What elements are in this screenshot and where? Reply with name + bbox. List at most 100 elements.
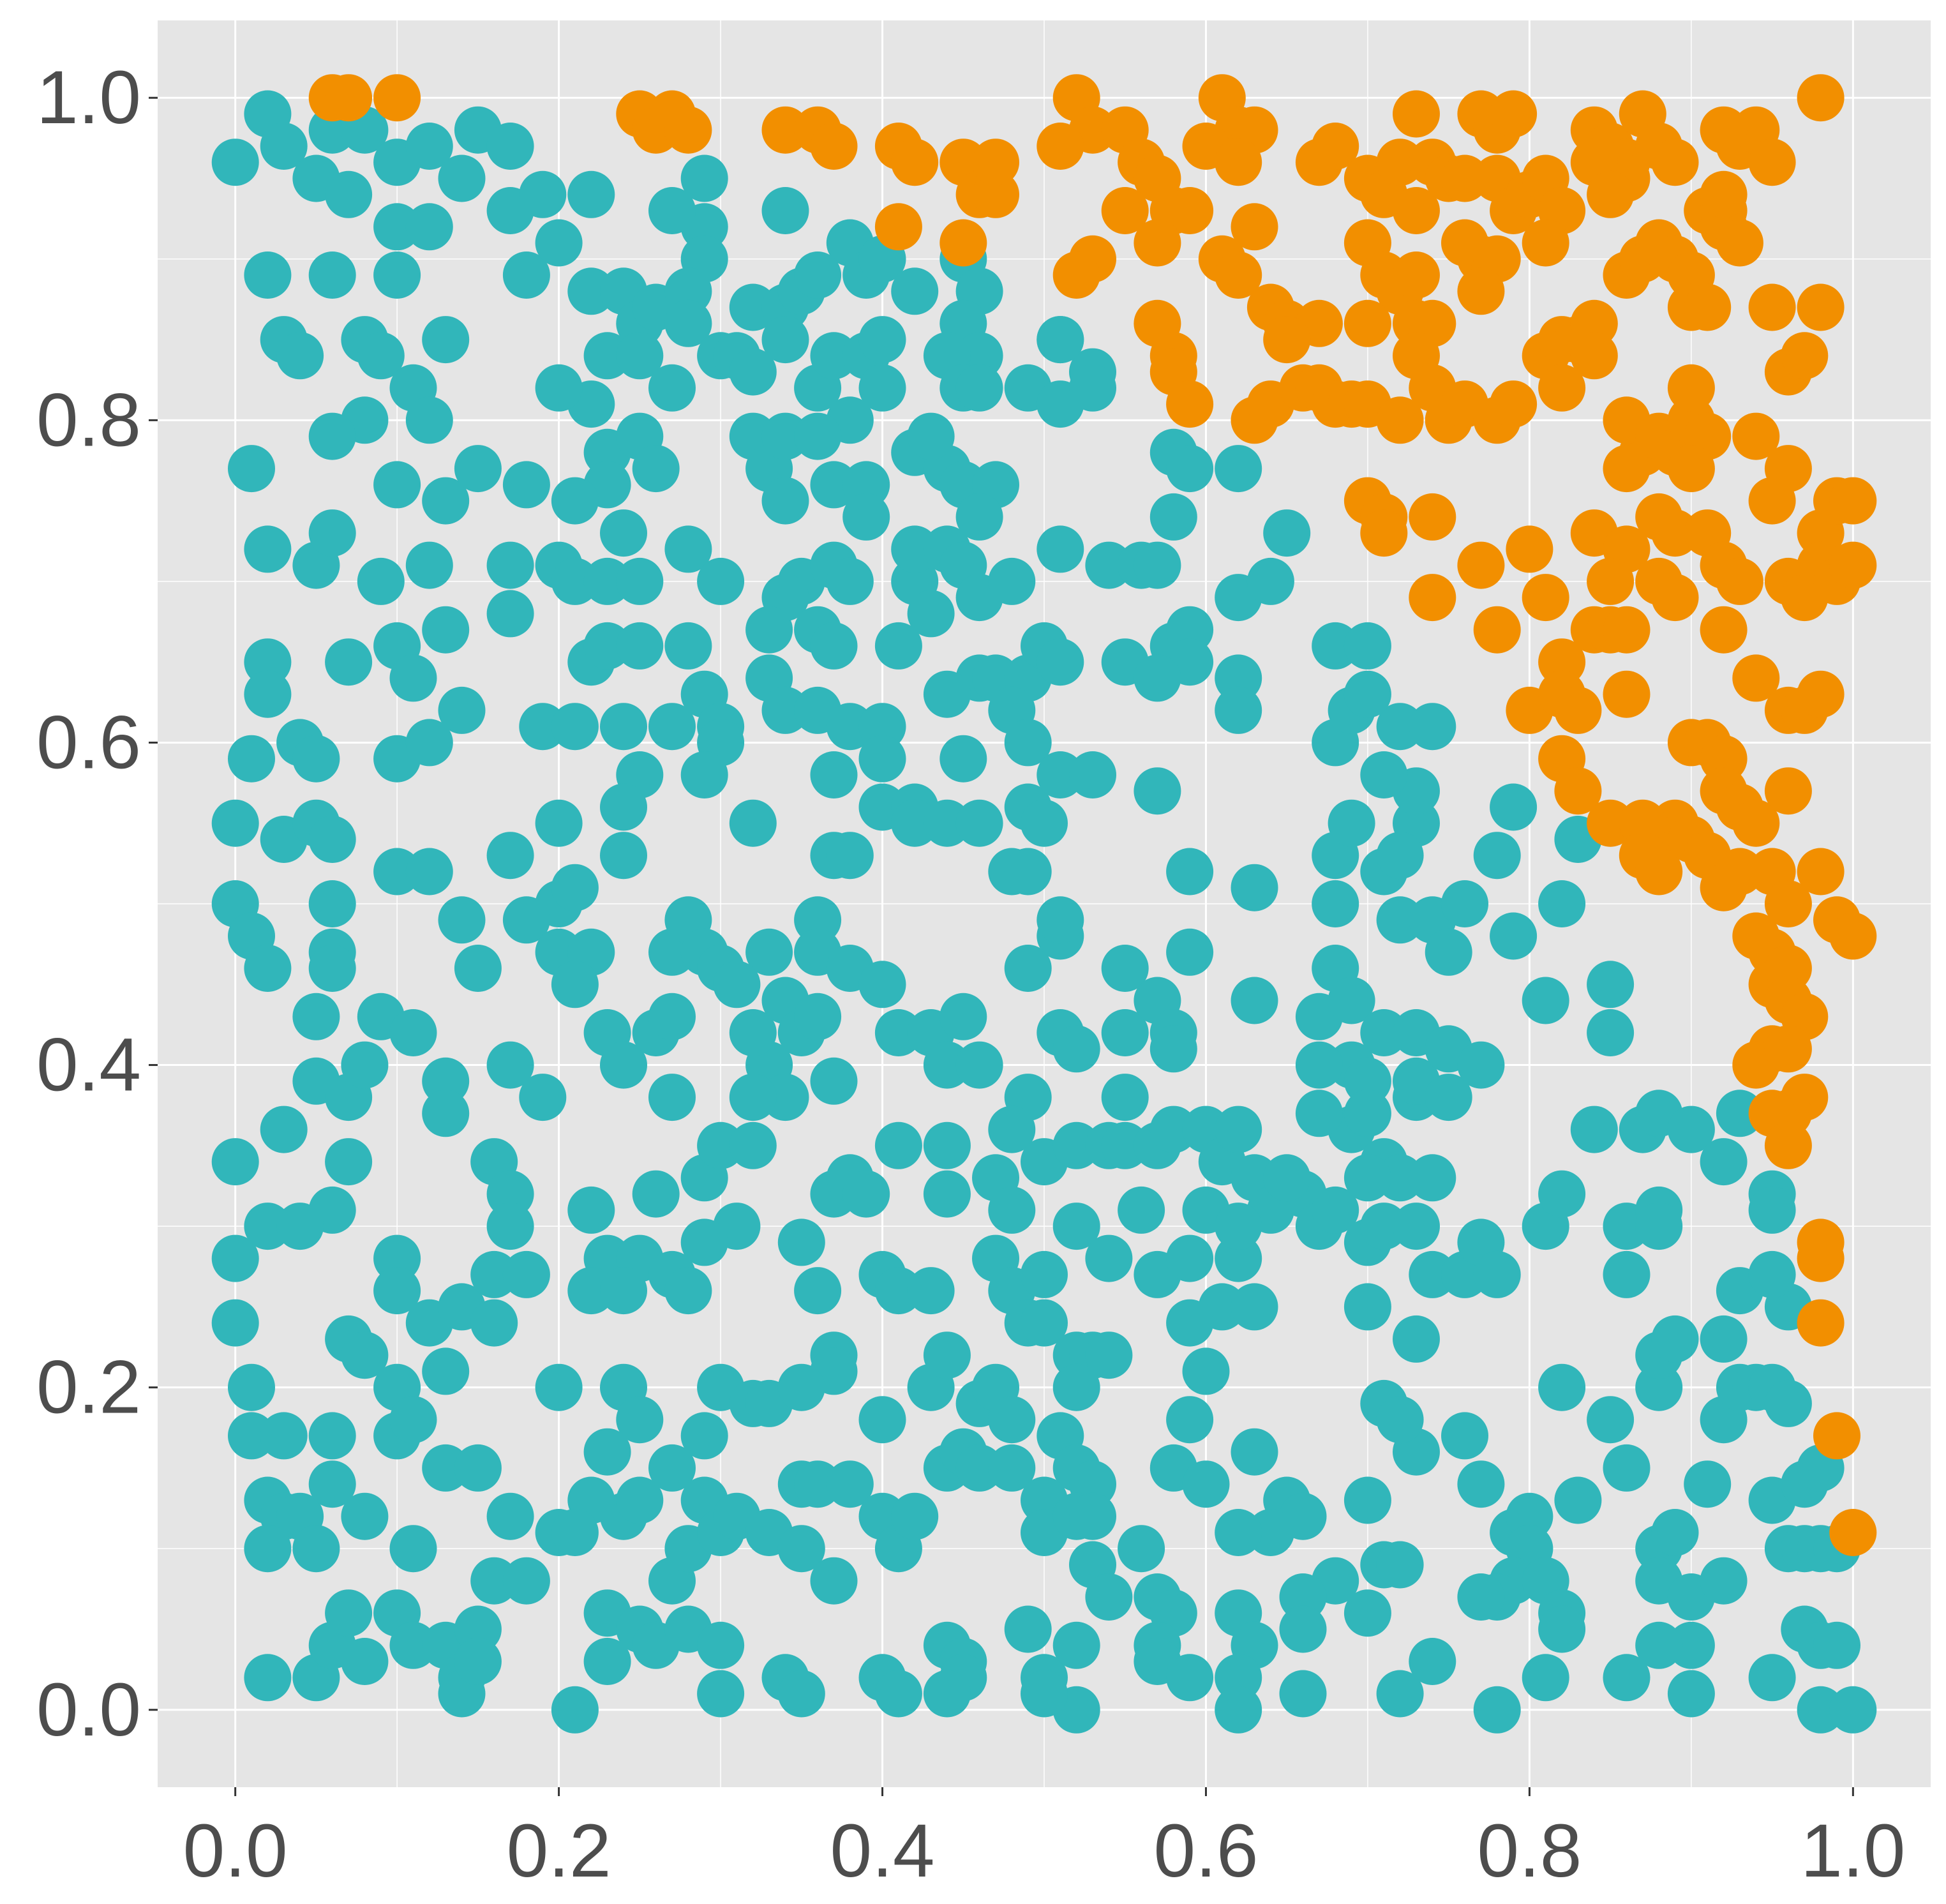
data-point	[1231, 977, 1278, 1024]
data-point	[1376, 1154, 1424, 1202]
data-point	[1684, 283, 1732, 331]
data-point	[389, 1009, 437, 1056]
data-point	[583, 557, 631, 605]
data-point	[1587, 961, 1635, 1008]
data-point	[1538, 880, 1586, 927]
y-axis: 0.0 0.2 0.4 0.6 0.8 1.0	[36, 56, 158, 1752]
data-point	[1797, 1299, 1845, 1347]
data-point	[1134, 541, 1181, 589]
data-point	[1279, 1605, 1327, 1653]
data-point	[244, 1525, 292, 1573]
data-point	[551, 1509, 599, 1556]
data-point	[632, 445, 680, 493]
data-point	[1603, 1250, 1650, 1298]
data-point	[1473, 832, 1521, 880]
data-point	[1700, 1557, 1748, 1605]
data-point	[519, 1074, 567, 1121]
data-point	[341, 1041, 389, 1089]
data-point	[1667, 445, 1715, 493]
data-point	[874, 622, 922, 670]
data-point	[761, 106, 809, 154]
data-point	[1101, 945, 1149, 992]
data-point	[1457, 1460, 1505, 1508]
data-point	[373, 1267, 421, 1315]
data-point	[1732, 654, 1780, 702]
data-point	[874, 1670, 922, 1718]
data-point	[697, 1670, 745, 1718]
data-point	[1635, 848, 1683, 896]
data-point	[1441, 154, 1488, 202]
data-point	[729, 283, 777, 331]
data-point	[1052, 1621, 1100, 1669]
data-point	[810, 622, 858, 670]
data-point	[1409, 1250, 1456, 1298]
data-point	[1166, 928, 1214, 976]
data-point	[211, 1299, 259, 1347]
data-point	[228, 445, 275, 493]
data-point	[1182, 1460, 1230, 1508]
data-point	[1166, 1396, 1214, 1444]
data-point	[244, 670, 292, 718]
data-point	[373, 251, 421, 299]
data-point	[405, 123, 453, 170]
data-point	[648, 993, 696, 1040]
data-point	[1376, 1396, 1424, 1444]
data-point	[357, 332, 405, 380]
data-point	[1393, 1315, 1440, 1363]
data-point	[988, 1186, 1036, 1234]
data-point	[1716, 1090, 1763, 1137]
data-point	[405, 203, 453, 251]
data-point	[308, 945, 356, 992]
data-point	[777, 1363, 825, 1411]
data-point	[502, 251, 550, 299]
data-point	[794, 251, 842, 299]
data-point	[600, 832, 647, 880]
data-point	[551, 864, 599, 911]
data-point	[1651, 574, 1699, 622]
data-point	[405, 848, 453, 896]
data-point	[1829, 1686, 1877, 1734]
data-point	[761, 187, 809, 234]
data-point	[1231, 1428, 1278, 1476]
data-point	[1052, 1363, 1100, 1411]
data-point	[583, 1638, 631, 1685]
data-point	[1570, 1106, 1618, 1153]
data-point	[211, 799, 259, 847]
data-point	[955, 1041, 1003, 1089]
data-point	[1764, 1121, 1812, 1169]
data-point	[1376, 703, 1424, 751]
data-point	[761, 1074, 809, 1121]
data-point	[988, 557, 1036, 605]
data-point	[1004, 1605, 1052, 1653]
data-point	[616, 622, 664, 670]
data-point	[373, 74, 421, 122]
data-point	[1409, 1638, 1456, 1685]
data-point	[1166, 187, 1214, 234]
data-point	[1457, 1041, 1505, 1089]
data-point	[1587, 799, 1635, 847]
data-point	[551, 703, 599, 751]
data-point	[1797, 283, 1845, 331]
data-point	[858, 1396, 906, 1444]
data-point	[858, 961, 906, 1008]
y-tick-label: 0.2	[36, 1346, 141, 1430]
data-point	[1393, 187, 1440, 234]
data-point	[729, 1009, 777, 1056]
data-point	[486, 590, 534, 638]
data-point	[1052, 1203, 1100, 1250]
data-point	[1134, 219, 1181, 267]
data-point	[826, 1460, 874, 1508]
y-tick-label: 0.4	[36, 1023, 141, 1107]
data-point	[1004, 848, 1052, 896]
data-point	[1376, 1670, 1424, 1718]
data-point	[874, 203, 922, 251]
data-point	[939, 219, 987, 267]
data-point	[616, 332, 664, 380]
data-point	[1037, 638, 1084, 686]
data-point	[1134, 767, 1181, 815]
data-point	[1246, 1509, 1294, 1556]
data-point	[1587, 1396, 1635, 1444]
data-point	[567, 1267, 615, 1315]
data-point	[1037, 896, 1084, 944]
data-point	[1748, 1186, 1796, 1234]
